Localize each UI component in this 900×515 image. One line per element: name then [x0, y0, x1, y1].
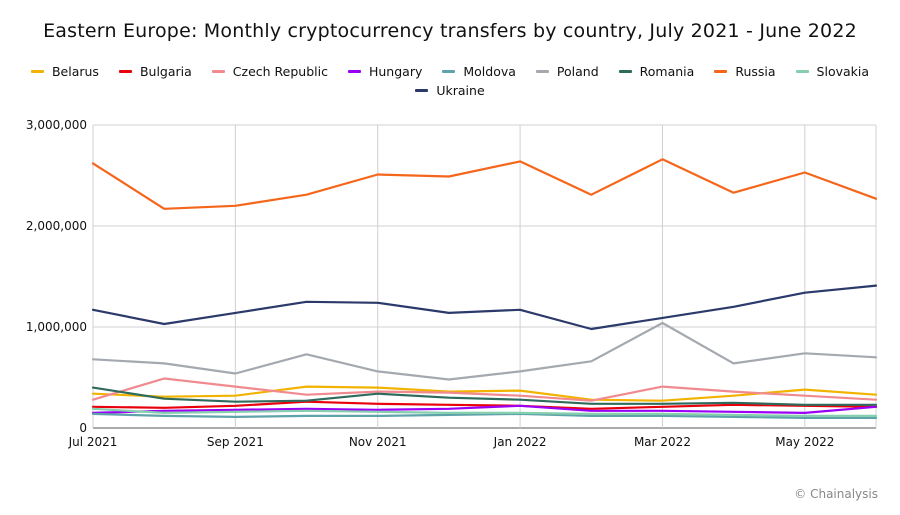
y-tick-label: 3,000,000 — [26, 118, 87, 132]
legend-item-bulgaria: Bulgaria — [118, 64, 192, 79]
series-line-belarus — [91, 385, 878, 402]
series-line-ukraine — [91, 284, 878, 331]
legend-item-poland: Poland — [535, 64, 599, 79]
x-tick-label: May 2022 — [775, 435, 834, 449]
legend-swatch — [618, 70, 632, 73]
legend-item-russia: Russia — [714, 64, 776, 79]
legend-label: Poland — [556, 64, 599, 79]
legend-swatch — [714, 70, 728, 73]
legend-label: Czech Republic — [232, 64, 328, 79]
chart-title: Eastern Europe: Monthly cryptocurrency t… — [43, 20, 857, 42]
legend-label: Bulgaria — [139, 64, 192, 79]
legend-label: Russia — [735, 64, 776, 79]
x-tick-label: Sep 2021 — [207, 435, 264, 449]
legend-swatch — [30, 70, 44, 73]
legend-item-czech-republic: Czech Republic — [211, 64, 328, 79]
series-line-romania — [91, 386, 878, 406]
legend-item-belarus: Belarus — [30, 64, 99, 79]
legend-item-slovakia: Slovakia — [795, 64, 870, 79]
legend-item-moldova: Moldova — [442, 64, 516, 79]
y-tick-label: 0 — [79, 421, 87, 435]
series-line-poland — [91, 321, 878, 381]
legend-label: Hungary — [368, 64, 423, 79]
chart-legend: Belarus Bulgaria Czech Republic Hungary Mold… — [20, 64, 880, 98]
legend-swatch — [211, 70, 225, 73]
legend-item-hungary: Hungary — [347, 64, 423, 79]
legend-label: Romania — [639, 64, 695, 79]
legend-item-ukraine: Ukraine — [415, 83, 485, 98]
legend-swatch — [347, 70, 361, 73]
y-tick-label: 2,000,000 — [26, 219, 87, 233]
series-line-moldova — [91, 412, 878, 419]
legend-swatch — [118, 70, 132, 73]
legend-item-romania: Romania — [618, 64, 695, 79]
legend-swatch — [535, 70, 549, 73]
x-tick-label: Mar 2022 — [634, 435, 691, 449]
series-line-slovakia — [91, 407, 878, 417]
legend-label: Slovakia — [816, 64, 870, 79]
series-line-russia — [91, 158, 878, 210]
series-line-czech-republic — [91, 377, 878, 402]
chainalysis-credit: © Chainalysis — [794, 487, 878, 501]
legend-swatch — [415, 89, 429, 92]
x-tick-label: Nov 2021 — [349, 435, 407, 449]
legend-label: Ukraine — [436, 83, 485, 98]
series-line-bulgaria — [91, 400, 878, 410]
legend-label: Belarus — [51, 64, 99, 79]
x-tick-label: Jan 2022 — [493, 435, 547, 449]
series-line-hungary — [91, 404, 878, 414]
y-tick-label: 1,000,000 — [26, 320, 87, 334]
legend-swatch — [442, 70, 456, 73]
legend-label: Moldova — [463, 64, 516, 79]
legend-swatch — [795, 70, 809, 73]
x-tick-label: Jul 2021 — [68, 435, 118, 449]
